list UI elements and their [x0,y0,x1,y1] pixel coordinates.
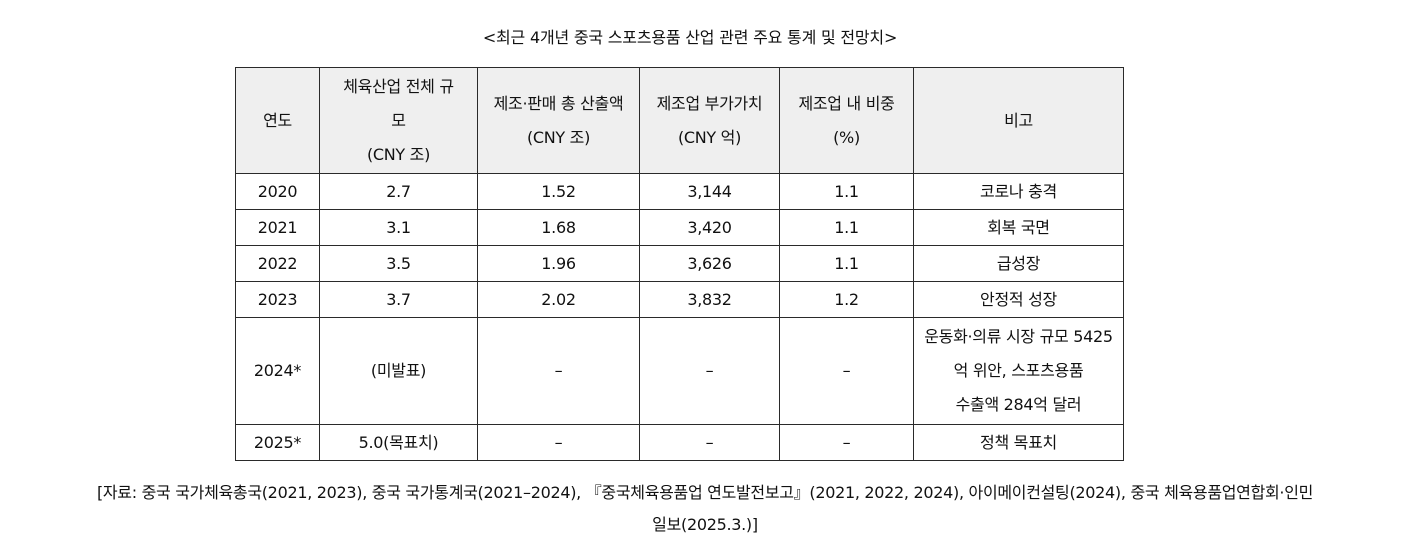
cell-value-added: 3,420 [639,209,780,246]
header-total-size: 체육산업 전체 규 모 (CNY 조) [319,67,478,174]
table-row: 2022 3.5 1.96 3,626 1.1 급성장 [235,245,1124,282]
table-row: 2023 3.7 2.02 3,832 1.2 안정적 성장 [235,281,1124,318]
cell-note: 급성장 [913,245,1124,282]
header-total-output-label: 제조·판매 총 산출액 [493,93,624,113]
cell-total-size: 3.7 [319,281,478,318]
cell-year: 2025* [235,424,320,461]
cell-note: 코로나 충격 [913,173,1124,210]
table-row: 2021 3.1 1.68 3,420 1.1 회복 국면 [235,209,1124,246]
cell-year: 2023 [235,281,320,318]
cell-manufacturing-share: – [779,424,914,461]
header-total-output-unit: (CNY 조) [526,127,591,147]
cell-note-line: 운동화·의류 시장 규모 5425 [924,327,1113,346]
cell-manufacturing-share: – [779,317,914,425]
cell-year: 2020 [235,173,320,210]
statistics-table: 연도 체육산업 전체 규 모 (CNY 조) 제조·판매 총 산출액 (CNY … [235,67,1124,461]
table-header-row: 연도 체육산업 전체 규 모 (CNY 조) 제조·판매 총 산출액 (CNY … [235,67,1124,174]
cell-note: 운동화·의류 시장 규모 5425 억 위안, 스포츠용품 수출액 284억 달… [913,317,1124,425]
cell-note: 회복 국면 [913,209,1124,246]
table-row: 2020 2.7 1.52 3,144 1.1 코로나 충격 [235,173,1124,210]
cell-year: 2022 [235,245,320,282]
header-total-size-line1: 체육산업 전체 규 [343,76,454,96]
cell-total-size: 5.0(목표치) [319,424,478,461]
cell-year: 2021 [235,209,320,246]
cell-total-size: 3.5 [319,245,478,282]
cell-note-line: 수출액 284억 달러 [955,395,1082,414]
header-value-added-unit: (CNY 억) [677,127,742,147]
header-total-size-line2: 모 [391,110,406,130]
cell-total-size: 2.7 [319,173,478,210]
cell-value-added: – [639,424,780,461]
source-citation: [자료: 중국 국가체육총국(2021, 2023), 중국 국가통계국(202… [20,477,1390,541]
cell-total-output: 1.96 [477,245,640,282]
header-manufacturing-share: 제조업 내 비중 (%) [779,67,914,174]
cell-total-size: 3.1 [319,209,478,246]
table-row: 2025* 5.0(목표치) – – – 정책 목표치 [235,424,1124,461]
cell-manufacturing-share: 1.2 [779,281,914,318]
cell-value-added: 3,144 [639,173,780,210]
cell-manufacturing-share: 1.1 [779,209,914,246]
cell-total-output: – [477,424,640,461]
cell-total-output: 1.68 [477,209,640,246]
cell-manufacturing-share: 1.1 [779,173,914,210]
header-value-added: 제조업 부가가치 (CNY 억) [639,67,780,174]
header-year: 연도 [235,67,320,174]
cell-note: 안정적 성장 [913,281,1124,318]
header-total-size-unit: (CNY 조) [366,144,431,164]
cell-note: 정책 목표치 [913,424,1124,461]
cell-value-added: – [639,317,780,425]
cell-manufacturing-share: 1.1 [779,245,914,282]
table-row: 2024* (미발표) – – – 운동화·의류 시장 규모 5425 억 위안… [235,317,1124,425]
cell-total-output: – [477,317,640,425]
cell-total-output: 1.52 [477,173,640,210]
header-note: 비고 [913,67,1124,174]
header-manufacturing-share-unit: (%) [833,127,860,147]
header-manufacturing-share-label: 제조업 내 비중 [798,93,895,113]
cell-value-added: 3,832 [639,281,780,318]
source-citation-line1: [자료: 중국 국가체육총국(2021, 2023), 중국 국가통계국(202… [96,483,1314,502]
cell-value-added: 3,626 [639,245,780,282]
source-citation-line2: 일보(2025.3.)] [652,515,758,534]
cell-total-output: 2.02 [477,281,640,318]
cell-year: 2024* [235,317,320,425]
header-total-output: 제조·판매 총 산출액 (CNY 조) [477,67,640,174]
header-value-added-label: 제조업 부가가치 [656,93,763,113]
table-caption: <최근 4개년 중국 스포츠용품 산업 관련 주요 통계 및 전망치> [482,28,898,47]
cell-total-size: (미발표) [319,317,478,425]
cell-note-line: 억 위안, 스포츠용품 [953,361,1084,380]
